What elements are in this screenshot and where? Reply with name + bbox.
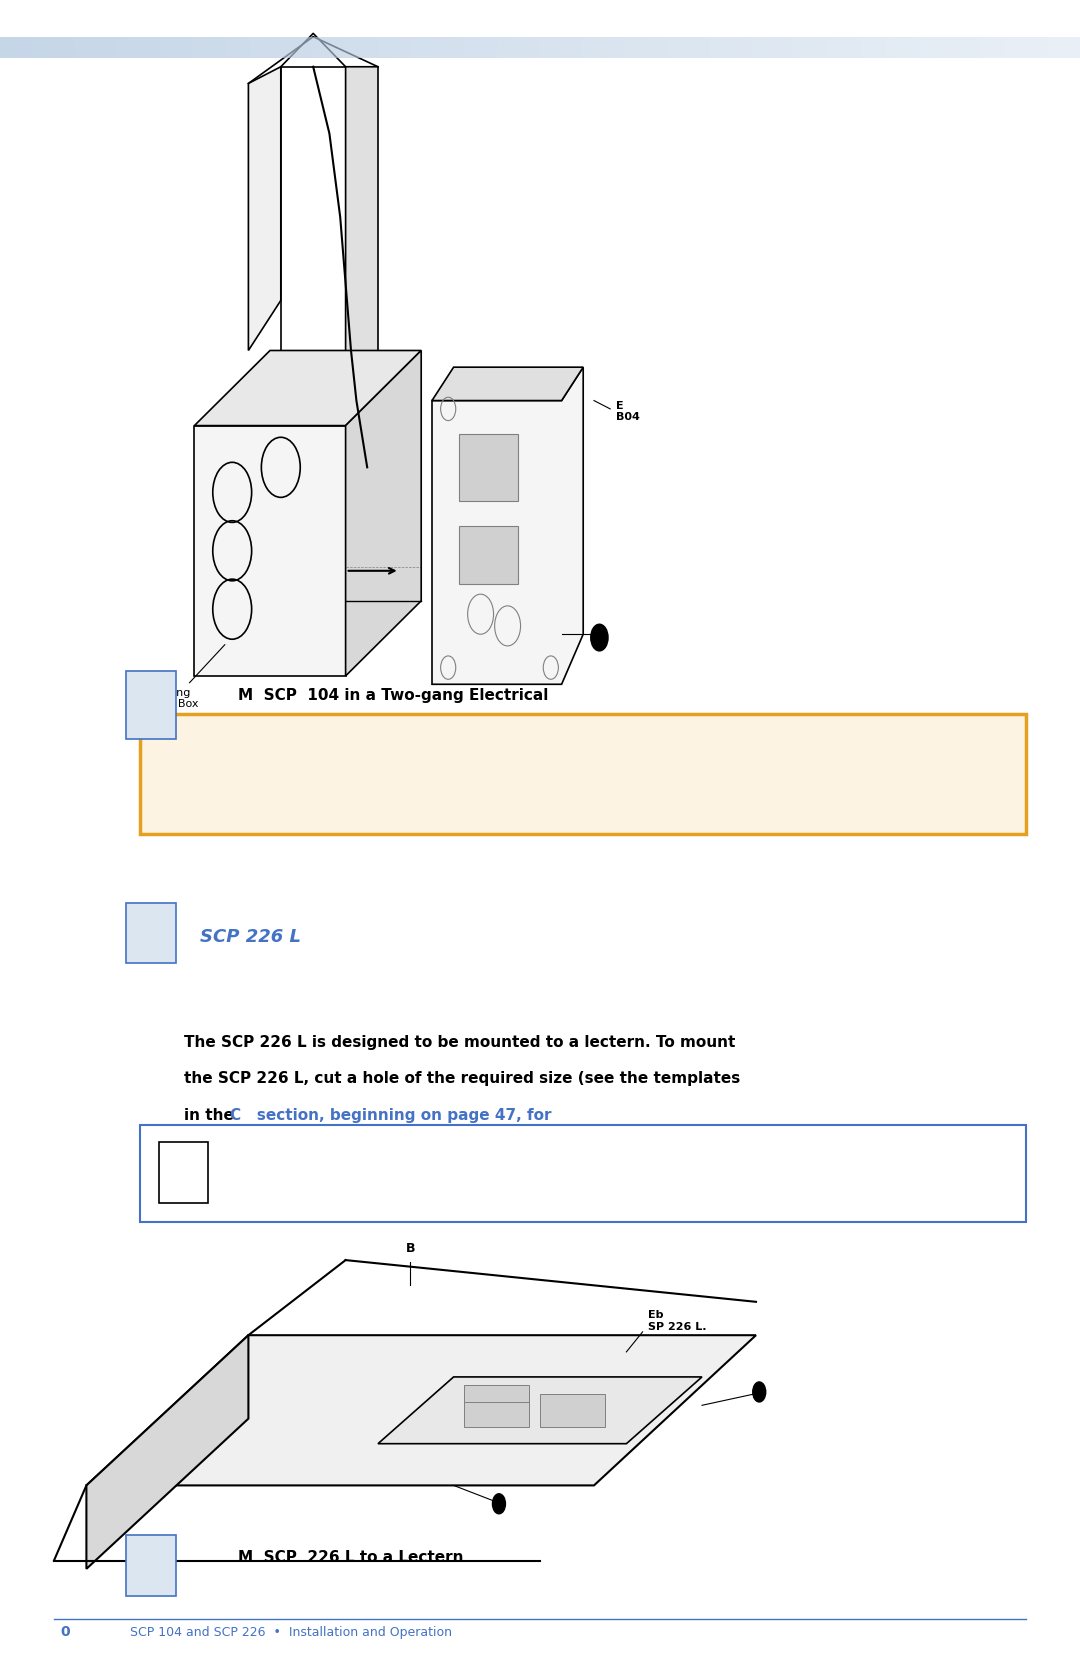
Text: NE: NE	[177, 1168, 190, 1178]
Text: the SCP 226 L, cut a hole of the required size (see the templates: the SCP 226 L, cut a hole of the require…	[184, 1071, 740, 1087]
Polygon shape	[346, 67, 378, 426]
Text: Box: Box	[238, 721, 270, 736]
Polygon shape	[86, 1335, 756, 1485]
Text: M  SCP  104 in a Two-gang Electrical: M SCP 104 in a Two-gang Electrical	[238, 688, 548, 703]
Text: 2-gang
Wall Box: 2-gang Wall Box	[151, 644, 225, 709]
Polygon shape	[194, 350, 421, 426]
Polygon shape	[248, 67, 281, 350]
Circle shape	[591, 624, 608, 651]
Text: B: B	[406, 1242, 415, 1255]
FancyBboxPatch shape	[194, 426, 346, 676]
Text: the dimensions) and attach the SCP using the provided wood: the dimensions) and attach the SCP using…	[184, 1145, 710, 1160]
Polygon shape	[378, 1377, 702, 1444]
Circle shape	[492, 1494, 505, 1514]
Text: 0: 0	[60, 1626, 69, 1639]
Text: M  SCP  226 L to a Lectern: M SCP 226 L to a Lectern	[238, 1551, 463, 1564]
Text: ground.: ground.	[324, 811, 386, 824]
Text: The SCP 226 L is designed to be mounted to a lectern. To mount: The SCP 226 L is designed to be mounted …	[184, 1035, 735, 1050]
Circle shape	[753, 1382, 766, 1402]
FancyBboxPatch shape	[459, 434, 518, 501]
FancyBboxPatch shape	[464, 1385, 529, 1402]
Text: S: S	[148, 928, 154, 938]
Text: screws.: screws.	[184, 1182, 248, 1197]
Text: E
B04: E B04	[616, 401, 639, 422]
Text: Fig: Fig	[144, 701, 159, 711]
FancyBboxPatch shape	[159, 1142, 208, 1202]
FancyBboxPatch shape	[464, 1394, 529, 1427]
FancyBboxPatch shape	[126, 903, 176, 963]
FancyBboxPatch shape	[459, 526, 518, 584]
Polygon shape	[281, 67, 346, 426]
FancyBboxPatch shape	[126, 1535, 176, 1596]
Text: If you are not installing the SCP into a: If you are not installing the SCP into a	[324, 731, 624, 744]
Text: grounded metal electrical box, make sure: grounded metal electrical box, make sure	[324, 758, 651, 771]
FancyBboxPatch shape	[140, 1125, 1026, 1222]
Text: Fig: Fig	[144, 1561, 159, 1571]
Text: SCP 104 and SCP 226  •  Installation and Operation: SCP 104 and SCP 226 • Installation and O…	[130, 1626, 451, 1639]
FancyBboxPatch shape	[540, 1394, 605, 1427]
Text: SCP 226 L: SCP 226 L	[200, 928, 301, 946]
FancyBboxPatch shape	[140, 714, 1026, 834]
Text: reference only.: reference only.	[302, 1182, 431, 1197]
Polygon shape	[346, 350, 421, 676]
Text: The templates are not to scale and are provided for: The templates are not to scale and are p…	[302, 1142, 747, 1157]
Polygon shape	[432, 367, 583, 684]
Polygon shape	[432, 367, 583, 401]
Text: that the faceplate is grounded to an earth: that the faceplate is grounded to an ear…	[324, 784, 657, 798]
Text: Eb
SP 226 L.: Eb SP 226 L.	[648, 1310, 706, 1332]
Text: C   section, beginning on page 47, for: C section, beginning on page 47, for	[230, 1108, 552, 1123]
Text: ATTEN: ATTEN	[162, 728, 222, 741]
Polygon shape	[86, 1335, 248, 1569]
FancyBboxPatch shape	[126, 671, 176, 739]
Text: in the: in the	[184, 1108, 239, 1123]
